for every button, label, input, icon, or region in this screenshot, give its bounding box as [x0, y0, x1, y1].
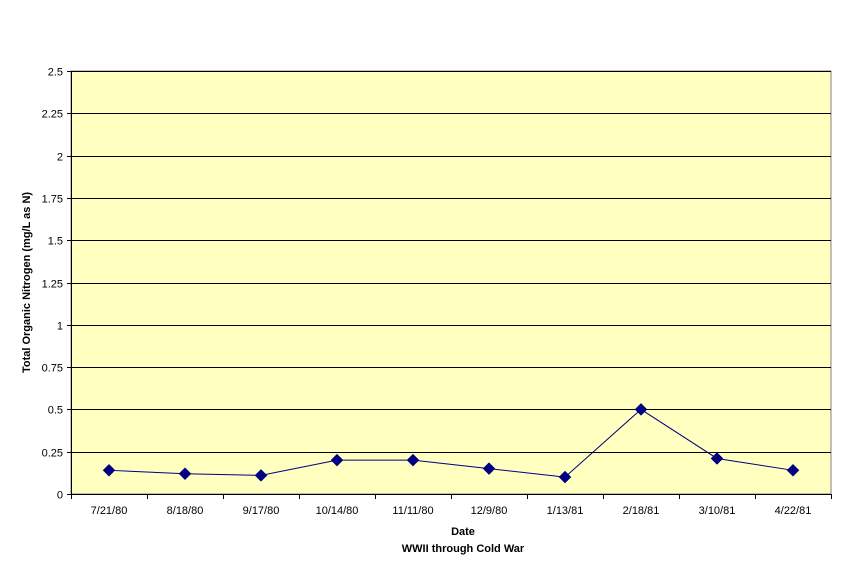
x-tick-label: 4/22/81 [775, 505, 812, 517]
gridlines [67, 71, 831, 495]
x-tick-label: 10/14/80 [316, 505, 359, 517]
x-tick-label: 7/21/80 [91, 505, 128, 517]
x-tick-label: 1/13/81 [547, 505, 584, 517]
plot-area [70, 70, 832, 495]
x-tick-label: 9/17/80 [243, 505, 280, 517]
y-tick-label: 1.25 [42, 279, 63, 291]
y-tick-label: 1.5 [48, 236, 63, 248]
data-point-marker [178, 467, 192, 481]
data-point-marker [406, 453, 420, 467]
x-tick-label: 8/18/80 [167, 505, 204, 517]
data-point-marker [786, 463, 800, 477]
y-tick-label: 1 [57, 321, 63, 333]
data-point-marker [254, 469, 268, 482]
x-axis-subtitle: WWII through Cold War [402, 543, 525, 555]
data-point-marker [482, 462, 496, 475]
data-point-marker [102, 463, 116, 477]
x-tick-label: 11/11/80 [392, 505, 433, 517]
data-point-marker [330, 453, 344, 467]
y-tick-label: 0 [57, 490, 63, 502]
y-tick-label: 0.5 [48, 405, 63, 417]
data-point-marker [634, 403, 648, 416]
x-tick-label: 12/9/80 [471, 505, 508, 517]
y-tick-label: 2.5 [48, 67, 63, 79]
series [102, 403, 800, 484]
data-point-marker [710, 452, 724, 465]
x-tick-labels: 7/21/80 8/18/80 9/17/80 10/14/80 11/11/80 12/… [91, 505, 812, 517]
y-tick-label: 1.75 [42, 194, 63, 206]
axes [71, 71, 832, 499]
series-line [108, 408, 794, 478]
y-tick-labels: 0 0.25 0.5 0.75 1 1.25 1.5 1.75 2 2.25 2.5 [42, 67, 63, 502]
x-axis-title: Date [451, 526, 475, 538]
y-axis-title: Total Organic Nitrogen (mg/L as N) [21, 192, 33, 373]
y-tick-label: 0.75 [42, 363, 63, 375]
data-point-marker [558, 470, 572, 484]
x-tick-label: 2/18/81 [623, 505, 660, 517]
y-tick-label: 2.25 [42, 109, 63, 121]
y-tick-label: 0.25 [42, 448, 63, 460]
y-tick-label: 2 [57, 152, 63, 164]
x-tick-label: 3/10/81 [699, 505, 736, 517]
